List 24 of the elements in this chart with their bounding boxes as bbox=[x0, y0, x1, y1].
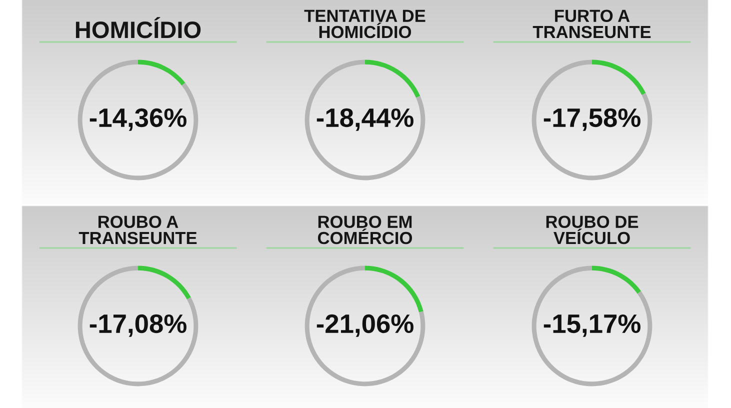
donut-slice bbox=[592, 266, 642, 294]
donut-slice bbox=[365, 266, 424, 312]
donut-slice bbox=[78, 60, 198, 180]
donut-slice bbox=[304, 60, 426, 180]
text: -17,58% bbox=[544, 108, 640, 131]
donut-slice bbox=[532, 60, 652, 180]
chart-title: FURTO A TRANSEUNTE bbox=[532, 10, 651, 38]
text: -15,17% bbox=[544, 314, 640, 337]
chart-title: HOMICÍDIO bbox=[76, 17, 201, 38]
text: -14,36% bbox=[90, 108, 186, 131]
donut-slice bbox=[532, 266, 652, 386]
donut-slice bbox=[304, 266, 426, 386]
chart-title: ROUBO A TRANSEUNTE bbox=[78, 216, 197, 244]
text: -18,44% bbox=[316, 108, 414, 131]
donut-slice bbox=[138, 60, 186, 86]
chart-title: ROUBO DE VEÍCULO bbox=[546, 216, 638, 244]
donut-slice bbox=[592, 60, 646, 95]
text: -21,06% bbox=[316, 314, 414, 337]
donut-slice bbox=[138, 266, 191, 300]
chart-title: TENTATIVA DE HOMICÍDIO bbox=[304, 10, 426, 38]
text: -17,08% bbox=[90, 314, 186, 337]
donut-slice bbox=[365, 60, 420, 98]
donut-slice bbox=[78, 266, 198, 386]
chart-title: ROUBO EM COMÉRCIO bbox=[318, 216, 412, 244]
